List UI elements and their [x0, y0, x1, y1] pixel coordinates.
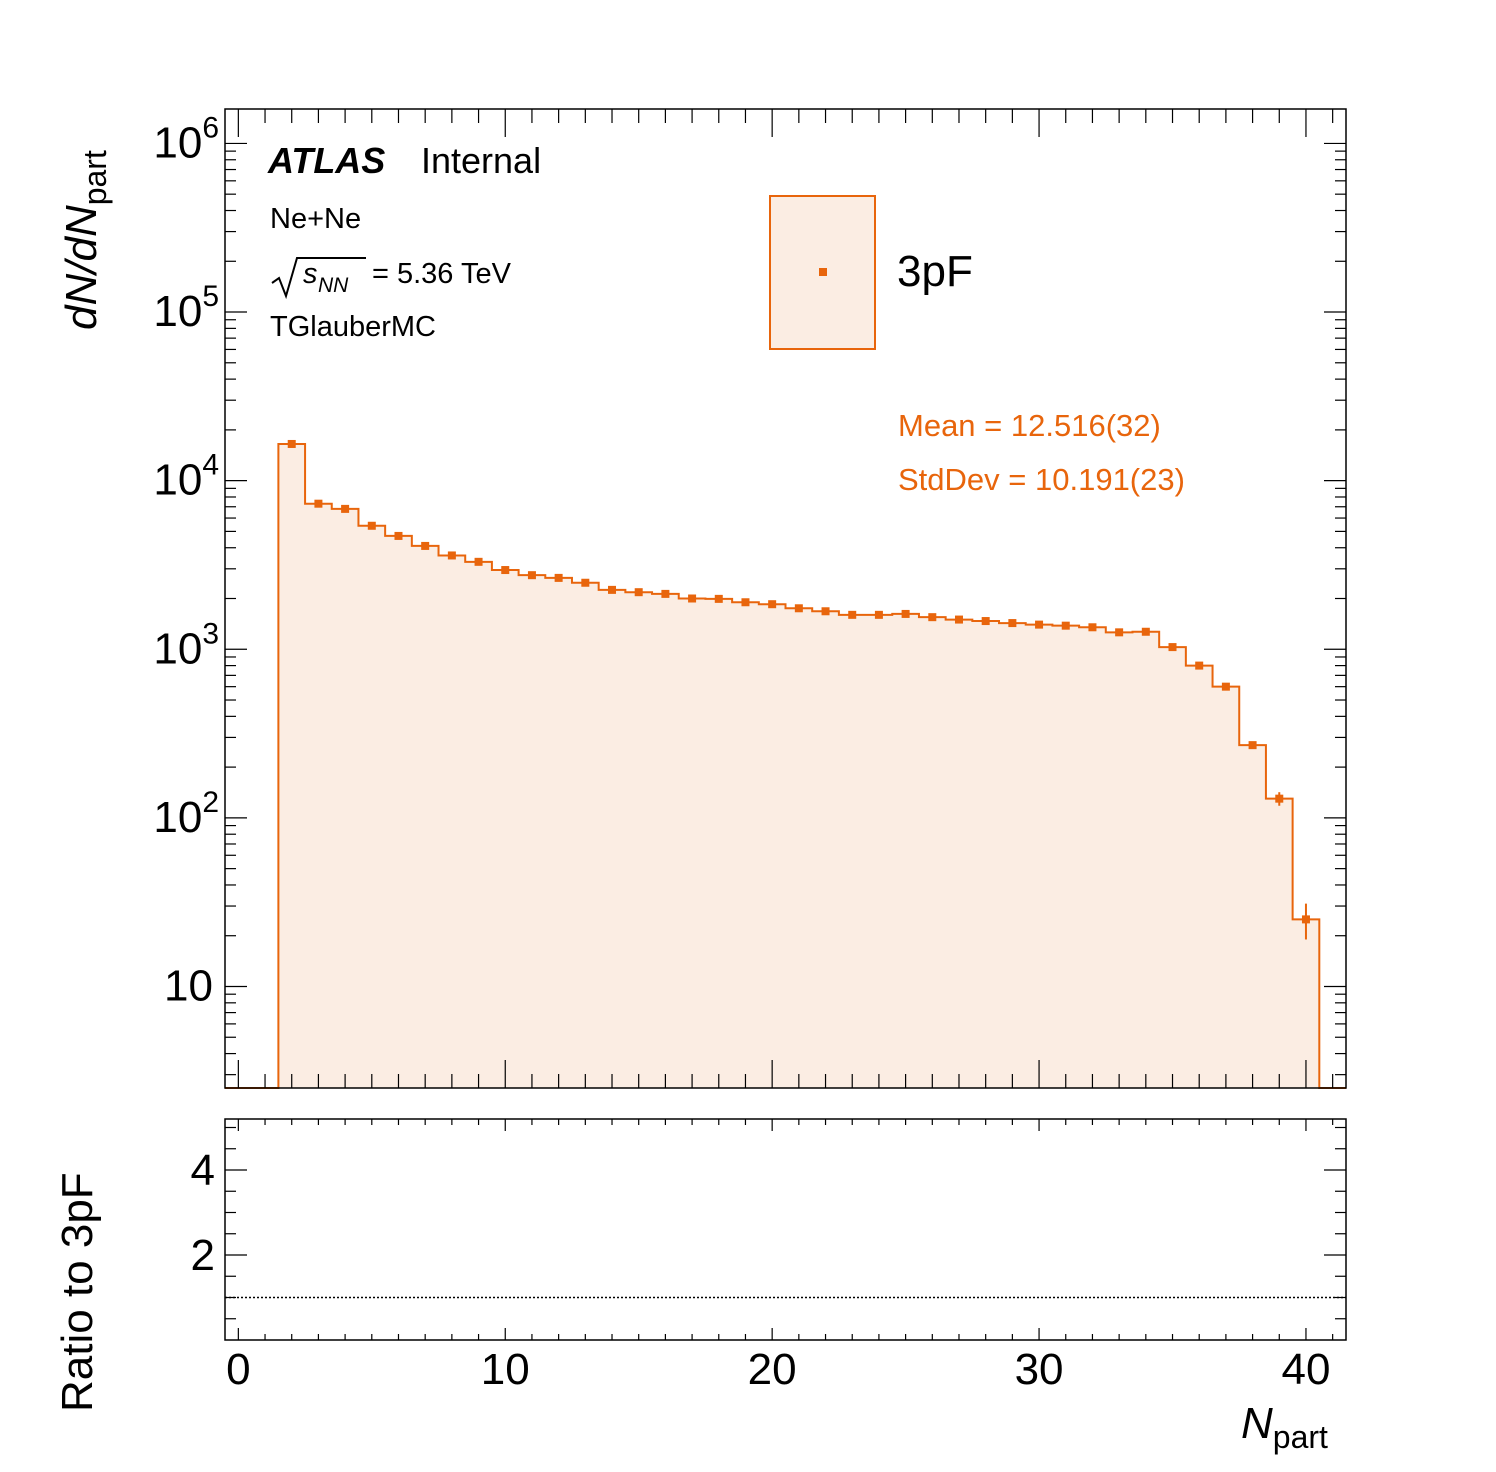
- data-point-23: [848, 610, 857, 619]
- data-point-39: [1275, 794, 1284, 803]
- data-point-9: [474, 557, 483, 566]
- ratio-axis-ticks: [225, 1119, 1346, 1340]
- data-point-7: [421, 541, 430, 550]
- y-axis-title-ratio: Ratio to 3pF: [53, 1172, 102, 1412]
- legend: 3pF: [769, 195, 973, 350]
- data-point-24: [874, 610, 883, 619]
- y-tick-label-main: 104: [153, 449, 219, 505]
- x-axis-title: Npart: [1241, 1399, 1328, 1455]
- data-point-21: [794, 604, 803, 613]
- data-point-31: [1061, 621, 1070, 630]
- data-point-2: [287, 439, 296, 448]
- data-point-13: [581, 578, 590, 587]
- data-point-3: [314, 499, 323, 508]
- data-point-37: [1221, 682, 1230, 691]
- legend-marker: [819, 268, 827, 276]
- y-tick-label-main: 105: [153, 280, 219, 336]
- histogram-outline: [225, 442, 1346, 1089]
- data-point-30: [1035, 620, 1044, 629]
- legend-entry-3pf: 3pF: [897, 247, 973, 296]
- y-tick-label-ratio: 4: [191, 1146, 215, 1195]
- stddev-stat: StdDev = 10.191(23): [898, 462, 1185, 497]
- x-tick-label: 0: [226, 1345, 250, 1394]
- svg-text:s: s: [303, 258, 318, 290]
- histogram-fill: [225, 443, 1346, 1089]
- data-point-12: [554, 573, 563, 582]
- data-point-33: [1115, 628, 1124, 637]
- data-point-6: [394, 531, 403, 540]
- data-point-32: [1088, 623, 1097, 632]
- data-point-8: [447, 551, 456, 560]
- markers-layer: [287, 439, 1310, 940]
- data-point-29: [1008, 619, 1017, 628]
- main-panel: 10 102 103 104 105 106: [153, 108, 1347, 1089]
- main-axis-ticks: [225, 109, 1346, 1088]
- data-point-38: [1248, 741, 1257, 750]
- y-tick-label-main: 10: [164, 961, 213, 1010]
- y-tick-label-main: 103: [153, 617, 219, 673]
- data-point-10: [501, 566, 510, 575]
- data-point-40: [1301, 915, 1310, 924]
- data-point-34: [1141, 627, 1150, 636]
- data-point-14: [608, 585, 617, 594]
- ratio-y-tick-labels: 24: [191, 1146, 215, 1280]
- x-tick-labels: 0 10 20 30 40: [226, 1345, 1330, 1394]
- mean-stat: Mean = 12.516(32): [898, 408, 1161, 443]
- generator-label: TGlauberMC: [270, 311, 436, 343]
- data-point-17: [688, 594, 697, 603]
- ratio-plot-frame: [224, 1118, 1347, 1341]
- data-point-15: [634, 588, 643, 597]
- y-tick-label-main: 102: [153, 786, 219, 842]
- data-point-19: [741, 598, 750, 607]
- main-y-tick-labels: 10 102 103 104 105 106: [153, 111, 219, 1010]
- internal-label: Internal: [421, 140, 541, 181]
- data-point-28: [981, 617, 990, 626]
- ratio-panel: 24 0 10 20 30 40: [191, 1118, 1347, 1394]
- svg-text:NN: NN: [318, 274, 349, 297]
- data-point-18: [714, 594, 723, 603]
- x-tick-label: 40: [1281, 1345, 1330, 1394]
- data-point-26: [928, 613, 937, 622]
- data-point-25: [901, 609, 910, 618]
- data-point-20: [768, 600, 777, 609]
- data-point-16: [661, 589, 670, 598]
- main-plot-frame: [224, 108, 1347, 1089]
- data-point-35: [1168, 643, 1177, 652]
- data-point-11: [527, 571, 536, 580]
- y-tick-label-main: 106: [153, 111, 219, 167]
- collision-energy: = 5.36 TeV: [372, 258, 512, 290]
- data-point-27: [954, 615, 963, 624]
- data-point-4: [341, 504, 350, 513]
- y-axis-title-main: dN/dNpart: [57, 150, 113, 330]
- y-tick-label-ratio: 2: [191, 1231, 215, 1280]
- sqrt-s-nn-symbol: s NN: [271, 257, 366, 300]
- data-point-36: [1195, 661, 1204, 670]
- collision-system: Ne+Ne: [270, 203, 361, 235]
- atlas-label: ATLAS: [267, 140, 385, 181]
- x-tick-label: 20: [748, 1345, 797, 1394]
- x-tick-label: 30: [1015, 1345, 1064, 1394]
- data-point-5: [367, 521, 376, 530]
- data-point-22: [821, 607, 830, 616]
- x-tick-label: 10: [481, 1345, 530, 1394]
